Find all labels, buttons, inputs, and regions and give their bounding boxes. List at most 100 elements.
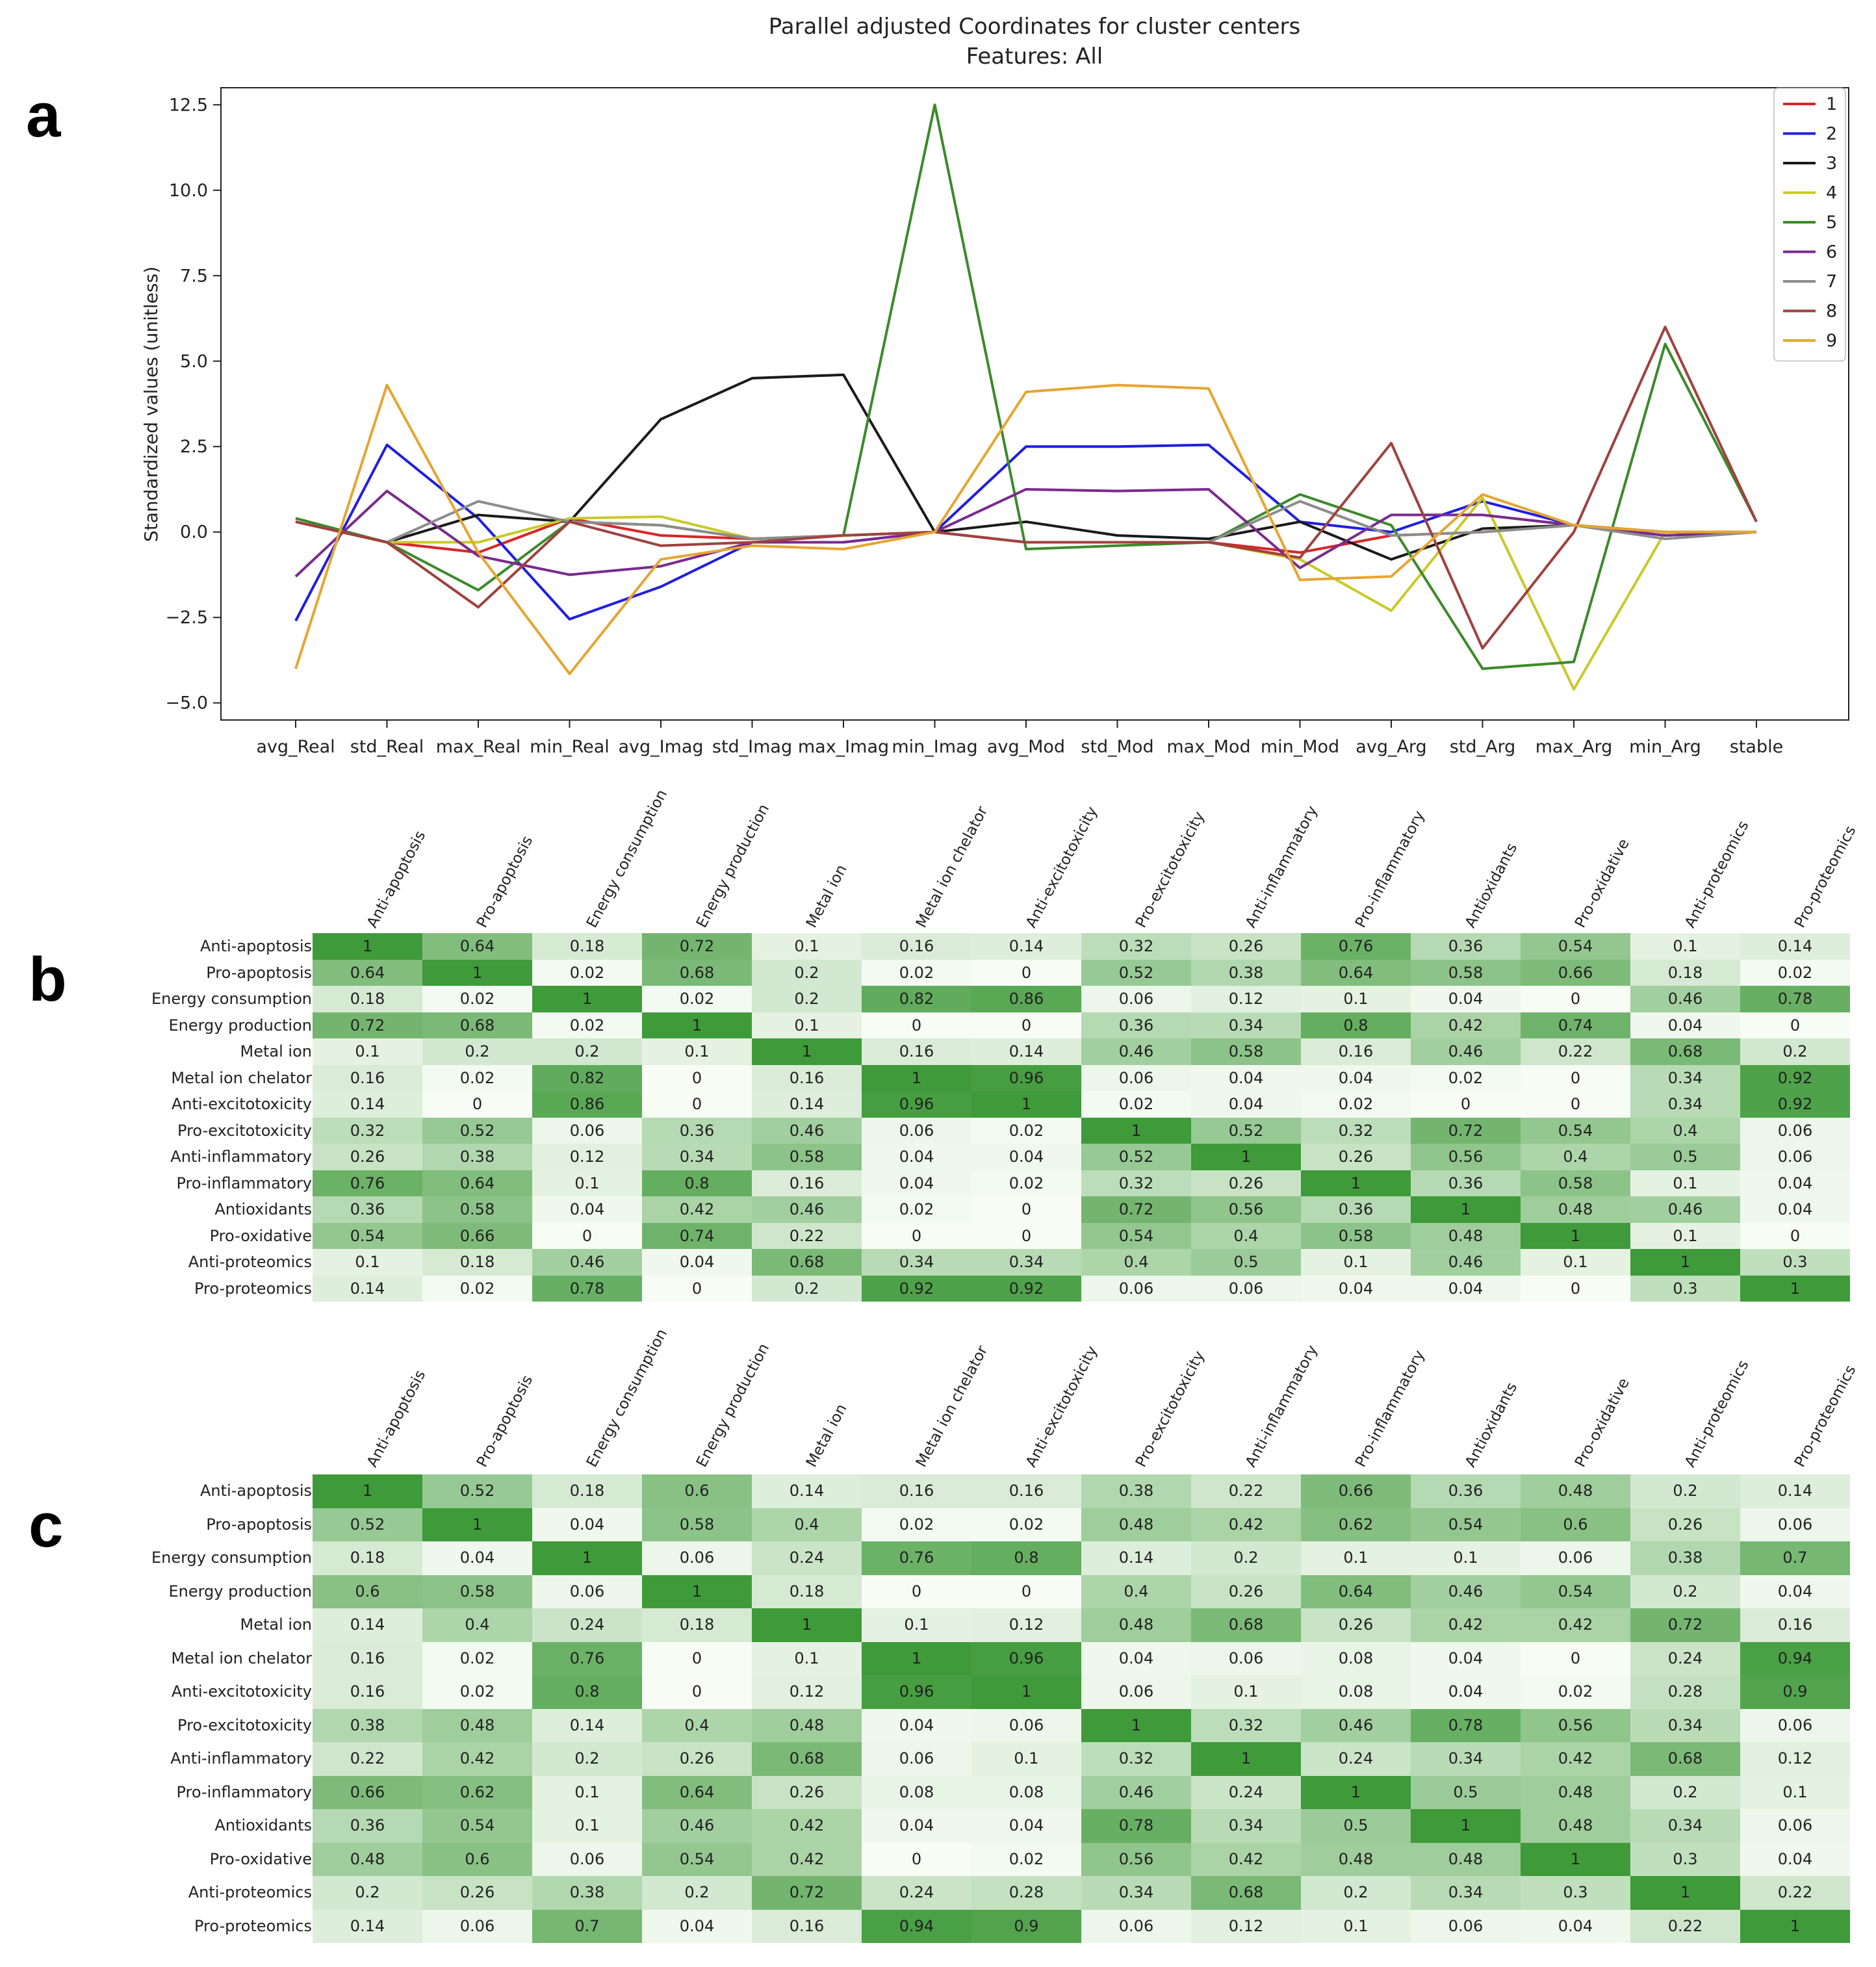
heatmap-cell: 1 — [862, 1064, 971, 1091]
heatmap-cell: 0.58 — [642, 1508, 752, 1541]
heatmap-cell: 0.72 — [1411, 1117, 1521, 1144]
heatmap-cell: 0.06 — [1081, 1675, 1191, 1709]
series-line-5 — [295, 103, 1758, 671]
heatmap-cell: 0 — [532, 1222, 642, 1249]
heatmap-cell: 0.46 — [1411, 1038, 1521, 1065]
heatmap-cell: 0.02 — [1411, 1064, 1521, 1091]
heatmap-cell: 0.02 — [862, 1508, 971, 1541]
legend-label-2: 2 — [1826, 124, 1837, 144]
heatmap-cell: 0.52 — [1191, 1117, 1301, 1144]
series-line-8 — [295, 326, 1758, 650]
heatmap-cell: 1 — [313, 1474, 422, 1508]
heatmap-cell: 0 — [642, 1064, 752, 1091]
heatmap-cell: 0.06 — [1411, 1909, 1521, 1943]
heatmap-cell: 0.2 — [422, 1038, 532, 1065]
heatmap-cell: 0 — [862, 1012, 971, 1038]
heatmap-cell: 0.58 — [1521, 1170, 1630, 1196]
heatmap-cell: 0.04 — [1630, 1012, 1740, 1038]
column-label: Pro-excitotoxicity — [1132, 1348, 1208, 1471]
heatmap-cell: 0.24 — [1630, 1641, 1740, 1675]
heatmap-cell: 0.86 — [532, 1091, 642, 1118]
row-label: Anti-inflammatory — [170, 1749, 312, 1768]
heatmap-cell: 0.1 — [1191, 1675, 1301, 1709]
series-line-9 — [294, 383, 1756, 675]
row-label: Energy production — [168, 1582, 312, 1601]
heatmap-cell: 0.14 — [313, 1091, 422, 1118]
heatmap-cell: 0.02 — [862, 959, 971, 986]
heatmap-cell: 0.34 — [862, 1249, 971, 1276]
heatmap-cell: 0.14 — [971, 933, 1081, 960]
heatmap-cell: 0 — [971, 1196, 1081, 1223]
heatmap-cell: 0.54 — [1521, 1117, 1630, 1144]
heatmap-cell: 0.22 — [1191, 1474, 1301, 1508]
heatmap-cell: 0.76 — [862, 1541, 971, 1575]
heatmap-cell: 0.08 — [1301, 1641, 1411, 1675]
heatmap-cell: 0.48 — [313, 1842, 422, 1876]
heatmap-cell: 0.54 — [313, 1222, 422, 1249]
heatmap-cell: 0.1 — [971, 1742, 1081, 1776]
row-label: Anti-proteomics — [188, 1253, 312, 1271]
heatmap-cell: 0.36 — [642, 1117, 752, 1144]
heatmap-cell: 0 — [1411, 1091, 1521, 1118]
row-label: Pro-inflammatory — [176, 1782, 312, 1801]
series-line-2 — [294, 443, 1757, 622]
y-axis-label: Standardized values (unitless) — [140, 266, 162, 542]
heatmap-cell: 0.26 — [1301, 1144, 1411, 1170]
heatmap-cell: 0.38 — [1630, 1541, 1740, 1575]
heatmap-cell: 0.26 — [1191, 1170, 1301, 1196]
heatmap-cell: 1 — [422, 1508, 532, 1541]
x-tick-label: max_Arg — [1535, 737, 1613, 757]
y-tick-label: 10.0 — [169, 181, 208, 201]
heatmap-cell: 0.8 — [532, 1675, 642, 1709]
heatmap-cell: 1 — [862, 1641, 971, 1675]
heatmap-cell: 0.42 — [1411, 1608, 1521, 1642]
legend-label-1: 1 — [1826, 94, 1837, 114]
heatmap-cell: 0.54 — [1081, 1222, 1191, 1249]
row-label: Energy production — [168, 1016, 312, 1035]
heatmap-cell: 0.64 — [313, 959, 422, 986]
heatmap-cell: 0.92 — [1740, 1064, 1850, 1091]
heatmap-cell: 0.38 — [1081, 1474, 1191, 1508]
heatmap-cell: 0.02 — [422, 1641, 532, 1675]
heatmap-cell: 0.24 — [752, 1541, 862, 1575]
heatmap-cell: 0.68 — [422, 1012, 532, 1038]
heatmap-cell: 0.5 — [1301, 1809, 1411, 1843]
heatmap-cell: 1 — [642, 1012, 752, 1038]
series-line-6 — [294, 487, 1757, 578]
heatmap-cell: 0.06 — [532, 1117, 642, 1144]
heatmap-cell: 0.58 — [1301, 1222, 1411, 1249]
x-tick-label: min_Arg — [1629, 737, 1701, 757]
heatmap-cell: 0.1 — [532, 1809, 642, 1843]
heatmap-cell: 1 — [752, 1608, 862, 1642]
heatmap-cell: 0.3 — [1630, 1275, 1740, 1302]
heatmap-cell: 1 — [971, 1091, 1081, 1118]
heatmap-cell: 1 — [1411, 1196, 1521, 1223]
column-label: Metal ion — [803, 1401, 851, 1471]
column-label: Anti-proteomics — [1681, 1357, 1753, 1471]
heatmap-cell: 0.1 — [642, 1038, 752, 1065]
heatmap-cell: 0.2 — [313, 1876, 422, 1910]
heatmap-cell: 0.54 — [1521, 1575, 1630, 1608]
legend-label-7: 7 — [1826, 272, 1837, 292]
heatmap-cell: 0.32 — [1081, 1742, 1191, 1776]
heatmap-cell: 0.48 — [1521, 1196, 1630, 1223]
heatmap-cell: 0.04 — [642, 1249, 752, 1276]
heatmap-cell: 0.32 — [1301, 1117, 1411, 1144]
x-tick-label: std_Mod — [1081, 737, 1153, 757]
heatmap-cell: 0.86 — [971, 986, 1081, 1012]
column-label: Anti-excitotoxicity — [1022, 1343, 1101, 1471]
heatmap-cell: 0.06 — [971, 1708, 1081, 1742]
heatmap-cell: 0.06 — [1740, 1144, 1850, 1170]
chart-subtitle: Features: All — [966, 44, 1103, 70]
heatmap-cell: 0.06 — [1740, 1117, 1850, 1144]
heatmap-cell: 0.46 — [1081, 1775, 1191, 1809]
row-label: Pro-excitotoxicity — [177, 1121, 312, 1140]
heatmap-cell: 0 — [1521, 1091, 1630, 1118]
heatmap-cell: 0.02 — [532, 959, 642, 986]
heatmap-cell: 0.52 — [422, 1117, 532, 1144]
heatmap-cell: 0.16 — [752, 1064, 862, 1091]
heatmap-cell: 0.56 — [1521, 1708, 1630, 1742]
heatmap-cell: 1 — [1630, 1249, 1740, 1276]
heatmap-cell: 0.06 — [642, 1541, 752, 1575]
heatmap-cell: 0.96 — [862, 1091, 971, 1118]
